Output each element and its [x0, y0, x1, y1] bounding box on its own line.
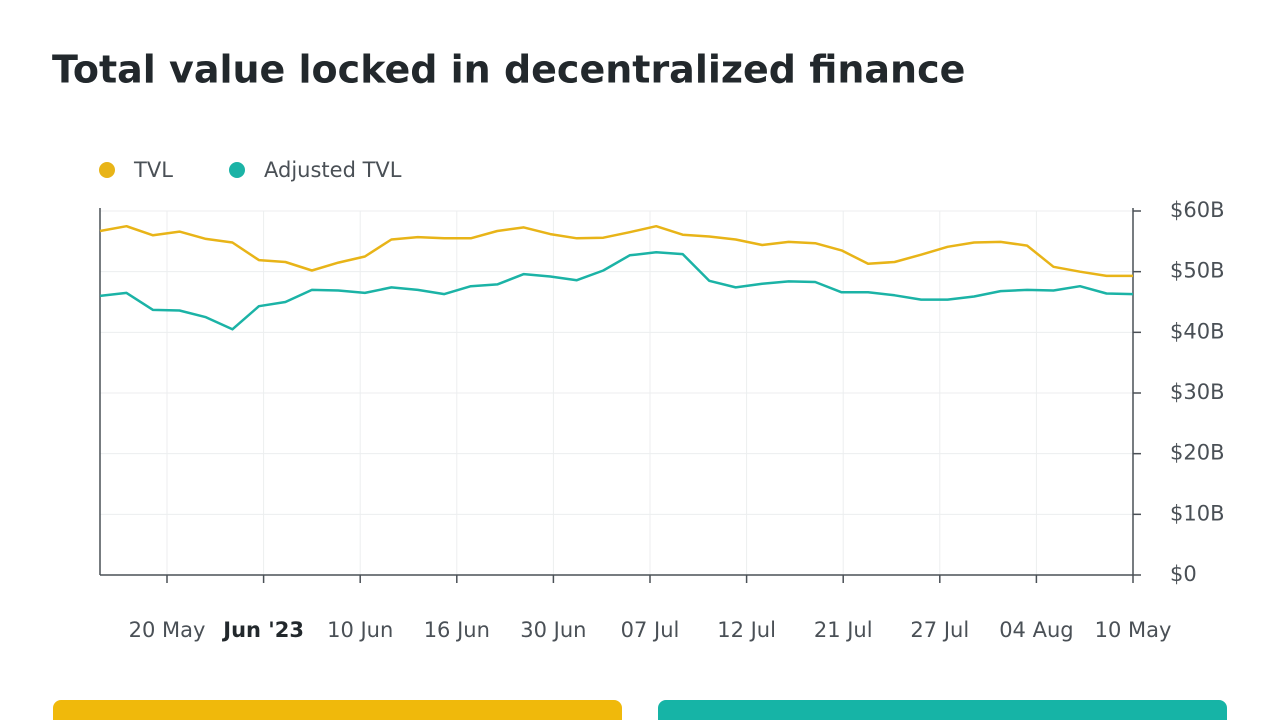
- y-tick-label: $50B: [1170, 259, 1225, 283]
- legend-label: Adjusted TVL: [264, 158, 402, 182]
- tvl-button[interactable]: [53, 700, 622, 720]
- x-tick-label: 04 Aug: [999, 618, 1073, 642]
- y-tick-label: $0: [1170, 562, 1197, 586]
- x-tick-label: 12 Jul: [717, 618, 776, 642]
- legend-label: TVL: [133, 158, 173, 182]
- x-tick-label: 10 May: [1095, 618, 1172, 642]
- y-tick-label: $30B: [1170, 380, 1225, 404]
- legend-marker: [229, 162, 245, 178]
- y-tick-label: $40B: [1170, 319, 1225, 343]
- y-tick-label: $60B: [1170, 198, 1225, 222]
- y-tick-label: $20B: [1170, 441, 1225, 465]
- x-tick-label: 07 Jul: [621, 618, 680, 642]
- adjusted-tvl-button[interactable]: [658, 700, 1227, 720]
- x-tick-label: 21 Jul: [814, 618, 873, 642]
- y-tick-label: $10B: [1170, 501, 1225, 525]
- x-tick-label: 30 Jun: [520, 618, 586, 642]
- chart-title: Total value locked in decentralized fina…: [52, 48, 965, 92]
- legend-marker: [99, 162, 115, 178]
- x-tick-label: Jun '23: [221, 618, 304, 642]
- series-line: [99, 251, 1134, 331]
- x-tick-label: 16 Jun: [424, 618, 490, 642]
- series-line: [99, 224, 1133, 278]
- x-tick-label: 10 Jun: [327, 618, 393, 642]
- x-tick-label: 27 Jul: [910, 618, 969, 642]
- x-tick-label: 20 May: [129, 618, 206, 642]
